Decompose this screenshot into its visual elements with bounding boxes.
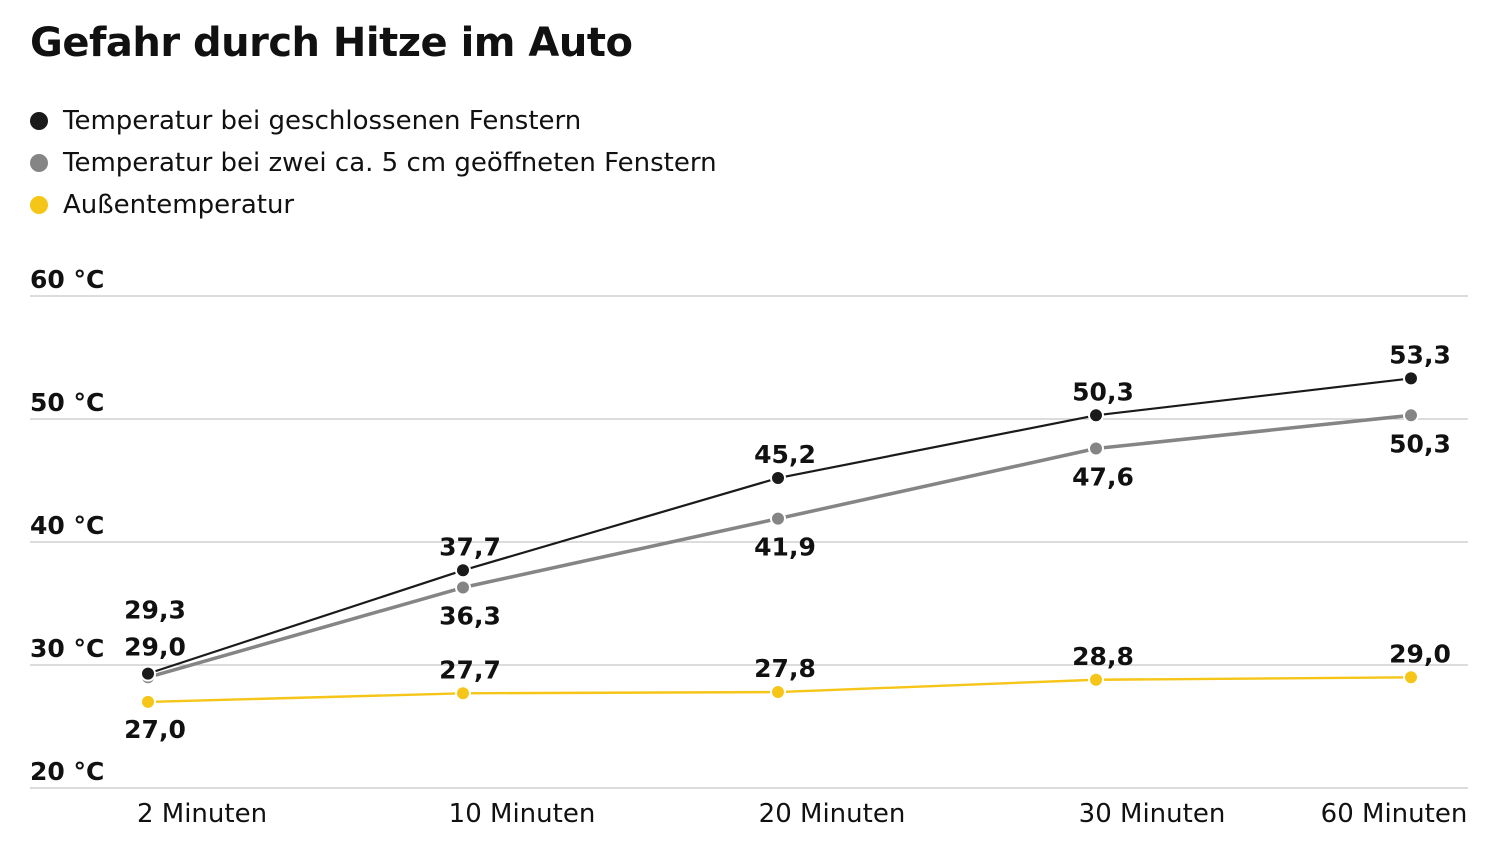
x-axis-ticks: 2 Minuten 10 Minuten 20 Minuten 30 Minuten 6… (137, 799, 1467, 829)
legend-marker-closed-windows (30, 112, 48, 130)
gridlines (30, 295, 1468, 789)
y-tick-label-40: 40 °C (30, 511, 104, 540)
data-label-au-entemperatur-20-minuten: 27,8 (754, 654, 816, 683)
data-label-temperatur-bei-geschlossenen-fenstern-60-minuten: 53,3 (1389, 340, 1451, 369)
data-point-temperatur-bei-geschlossenen-fenstern-60-minuten (1403, 370, 1419, 387)
legend-item-open-windows: Temperatur bei zwei ca. 5 cm geöffneten … (30, 142, 717, 184)
data-point-temperatur-bei-zwei-ca-5-cm-ge-ffneten-fenstern-10-minuten (455, 579, 471, 596)
data-label-temperatur-bei-geschlossenen-fenstern-30-minuten: 50,3 (1072, 377, 1134, 406)
legend-label-closed-windows: Temperatur bei geschlossenen Fenstern (63, 106, 582, 136)
data-label-temperatur-bei-zwei-ca-5-cm-ge-ffneten-fenstern-20-minuten: 41,9 (754, 533, 816, 562)
data-point-au-entemperatur-60-minuten (1403, 669, 1419, 686)
data-point-au-entemperatur-2-minuten (140, 693, 156, 710)
y-axis-ticks: 60 °C 50 °C 40 °C 30 °C 20 °C (30, 265, 104, 786)
legend-label-outside-temperature: Außentemperatur (63, 190, 295, 220)
x-tick-label-60-minuten: 60 Minuten (1321, 799, 1468, 829)
data-point-au-entemperatur-10-minuten (455, 685, 471, 702)
data-label-au-entemperatur-10-minuten: 27,7 (439, 655, 501, 684)
legend-item-outside-temperature: Außentemperatur (30, 184, 717, 226)
data-label-temperatur-bei-zwei-ca-5-cm-ge-ffneten-fenstern-2-minuten: 29,0 (124, 632, 186, 661)
data-labels: 29,3 37,7 45,2 50,3 53,3 29,0 36,3 41,9 47,6 50,3… (124, 340, 1451, 743)
data-point-temperatur-bei-geschlossenen-fenstern-20-minuten (770, 470, 786, 487)
data-label-temperatur-bei-geschlossenen-fenstern-2-minuten: 29,3 (124, 596, 186, 625)
data-label-temperatur-bei-zwei-ca-5-cm-ge-ffneten-fenstern-30-minuten: 47,6 (1072, 463, 1134, 492)
series (140, 370, 1419, 710)
data-point-temperatur-bei-zwei-ca-5-cm-ge-ffneten-fenstern-60-minuten (1403, 407, 1419, 424)
data-label-temperatur-bei-geschlossenen-fenstern-20-minuten: 45,2 (754, 440, 816, 469)
legend-marker-open-windows (30, 154, 48, 172)
x-tick-label-20-minuten: 20 Minuten (759, 799, 906, 829)
y-tick-label-30: 30 °C (30, 634, 104, 663)
data-label-au-entemperatur-30-minuten: 28,8 (1072, 642, 1134, 671)
data-label-temperatur-bei-geschlossenen-fenstern-10-minuten: 37,7 (439, 532, 501, 561)
chart-title: Gefahr durch Hitze im Auto (30, 20, 633, 66)
data-point-temperatur-bei-geschlossenen-fenstern-30-minuten (1088, 407, 1104, 424)
legend-label-open-windows: Temperatur bei zwei ca. 5 cm geöffneten … (63, 148, 717, 178)
data-point-au-entemperatur-20-minuten (770, 684, 786, 701)
data-point-temperatur-bei-geschlossenen-fenstern-10-minuten (455, 562, 471, 579)
data-label-au-entemperatur-60-minuten: 29,0 (1389, 639, 1451, 668)
data-label-temperatur-bei-zwei-ca-5-cm-ge-ffneten-fenstern-60-minuten: 50,3 (1389, 429, 1451, 458)
data-point-temperatur-bei-geschlossenen-fenstern-2-minuten (140, 665, 156, 682)
x-tick-label-2-minuten: 2 Minuten (137, 799, 267, 829)
data-point-temperatur-bei-zwei-ca-5-cm-ge-ffneten-fenstern-20-minuten (770, 510, 786, 527)
y-tick-label-50: 50 °C (30, 388, 104, 417)
y-tick-label-60: 60 °C (30, 265, 104, 294)
x-tick-label-30-minuten: 30 Minuten (1079, 799, 1226, 829)
data-label-au-entemperatur-2-minuten: 27,0 (124, 715, 186, 744)
data-point-au-entemperatur-30-minuten (1088, 671, 1104, 688)
data-label-temperatur-bei-zwei-ca-5-cm-ge-ffneten-fenstern-10-minuten: 36,3 (439, 602, 501, 631)
x-tick-label-10-minuten: 10 Minuten (449, 799, 596, 829)
data-point-temperatur-bei-zwei-ca-5-cm-ge-ffneten-fenstern-30-minuten (1088, 440, 1104, 457)
legend-item-closed-windows: Temperatur bei geschlossenen Fenstern (30, 100, 717, 142)
y-tick-label-20: 20 °C (30, 757, 104, 786)
legend-marker-outside-temperature (30, 196, 48, 214)
legend: Temperatur bei geschlossenen Fenstern Te… (30, 100, 717, 226)
